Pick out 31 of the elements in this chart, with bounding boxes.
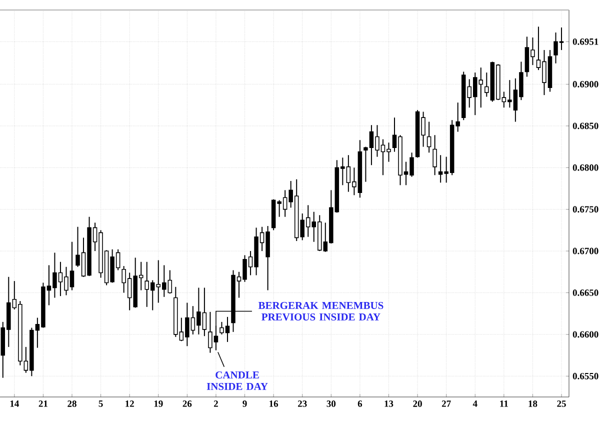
x-tick-label: 11 <box>500 400 508 407</box>
x-tick-label: 21 <box>38 400 48 407</box>
y-tick-label: 0.6900 <box>572 81 598 88</box>
x-tick-label: 26 <box>182 400 192 407</box>
x-tick-label: 27 <box>442 400 451 407</box>
x-tick-label: 14 <box>10 400 19 407</box>
x-tick-label: 30 <box>326 400 336 407</box>
x-tick-label: 4 <box>472 400 478 407</box>
annotation: CANDLE INSIDE DAY <box>206 371 268 390</box>
x-tick-label: 19 <box>154 400 163 407</box>
y-tick-label: 0.6700 <box>572 248 598 254</box>
y-tick-label: 0.6750 <box>572 206 598 213</box>
y-tick-label: 0.6600 <box>572 331 598 338</box>
x-tick-label: 18 <box>528 400 538 407</box>
annotation: BERGERAK MENEMBUS PREVIOUS INSIDE DAY <box>258 302 384 321</box>
y-tick-label: 0.6550 <box>572 372 598 380</box>
x-tick-label: 9 <box>242 400 247 407</box>
x-tick-label: 23 <box>298 400 307 407</box>
y-tick-label: 0.6951 <box>572 38 598 45</box>
x-tick-label: 25 <box>557 400 566 407</box>
x-tick-label: 12 <box>126 400 134 407</box>
y-tick-label: 0.6650 <box>572 290 598 296</box>
x-tick-label: 13 <box>384 400 394 407</box>
x-tick-label: 16 <box>270 400 278 407</box>
x-tick-label: 2 <box>214 400 218 407</box>
y-tick-label: 0.6850 <box>572 122 598 130</box>
x-tick-label: 5 <box>98 400 103 407</box>
y-tick-label: 0.6800 <box>572 164 598 171</box>
x-tick-label: 28 <box>68 400 76 407</box>
x-tick-label: 6 <box>358 400 362 407</box>
x-tick-label: 20 <box>413 400 422 407</box>
